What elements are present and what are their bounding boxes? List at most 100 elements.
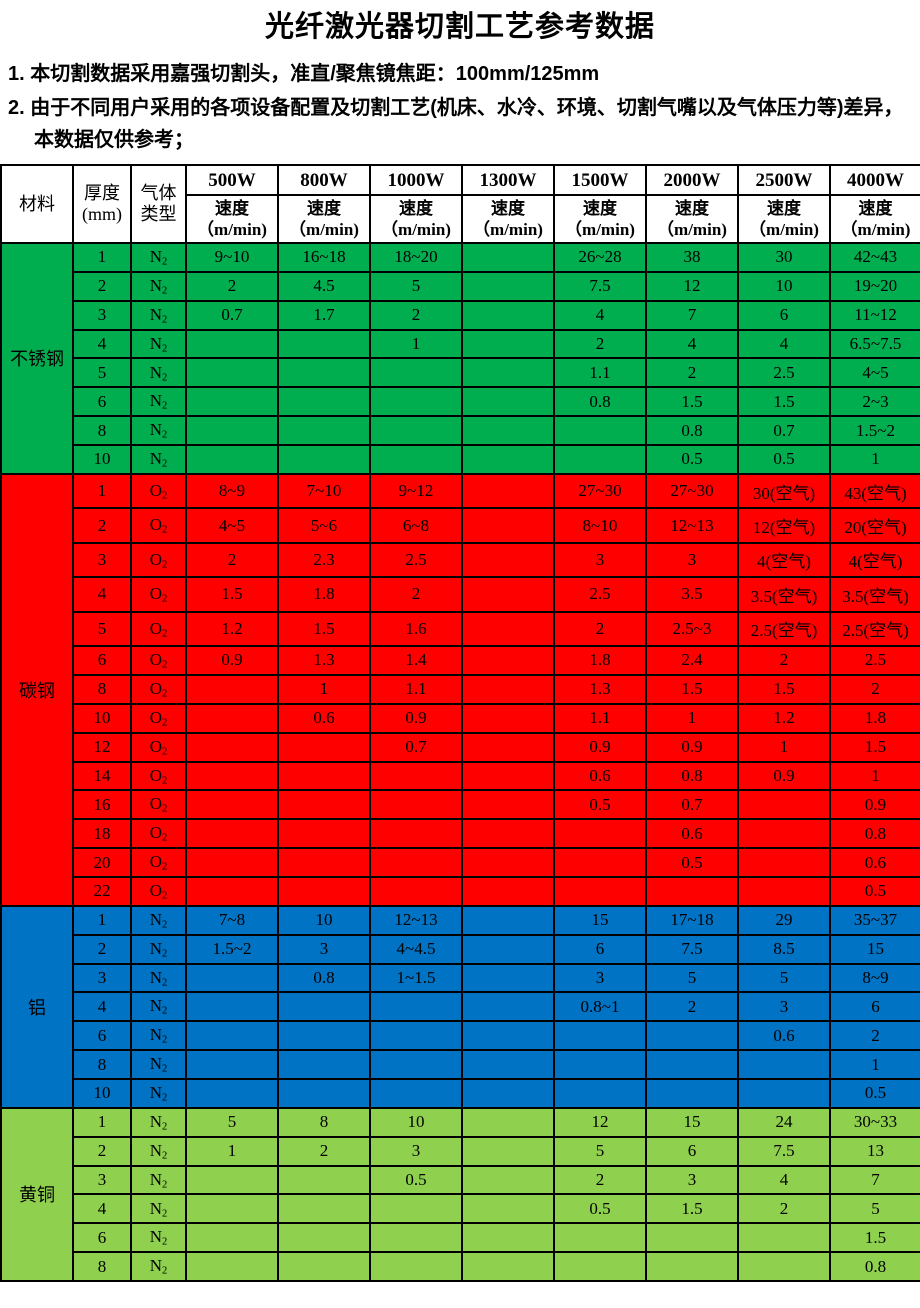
speed-cell xyxy=(185,875,279,907)
speed-cell xyxy=(461,299,555,331)
speed-cell xyxy=(461,1164,555,1196)
speed-cell: 12 xyxy=(553,1106,647,1138)
speed-cell xyxy=(185,1049,279,1080)
header-speed-7: 速度 （m/min) xyxy=(829,194,920,244)
speed-cell xyxy=(185,415,279,447)
thickness-cell: 3 xyxy=(72,299,132,331)
header-row-powers: 材料 厚度 (mm) 气体 类型 500W 800W 1000W 1300W 1500W 2000W… xyxy=(0,164,920,244)
gas-cell: N2 xyxy=(130,328,187,360)
speed-cell: 15 xyxy=(553,904,647,936)
speed-cell xyxy=(185,1020,279,1052)
table-row: 2 N2 1.5~2 3 4~4.5 6 7.5 8.5 15 xyxy=(1,933,920,965)
speed-cell xyxy=(277,1222,371,1254)
speed-cell: 2 xyxy=(737,645,831,676)
speed-cell: 1 xyxy=(185,1135,279,1167)
speed-cell: 2.5 xyxy=(369,541,463,579)
speed-cell xyxy=(369,386,463,418)
header-power-1000w: 1000W xyxy=(369,164,463,196)
speed-cell xyxy=(369,875,463,907)
speed-cell: 1 xyxy=(829,444,920,475)
speed-cell: 1.3 xyxy=(277,645,371,676)
speed-cell: 7 xyxy=(645,299,739,331)
header-power-2500w: 2500W xyxy=(737,164,831,196)
header-speed-1: 速度 （m/min) xyxy=(277,194,371,244)
speed-cell: 5 xyxy=(369,270,463,302)
speed-cell: 1.5 xyxy=(737,386,831,418)
speed-cell xyxy=(461,328,555,360)
gas-cell: N2 xyxy=(130,1049,187,1080)
table-row: 16 O2 0.5 0.7 0.9 xyxy=(1,789,920,821)
speed-cell xyxy=(277,328,371,360)
speed-cell: 19~20 xyxy=(829,270,920,302)
speed-cell xyxy=(737,1222,831,1254)
speed-cell xyxy=(277,818,371,850)
speed-cell: 30(空气) xyxy=(737,472,831,510)
table-row: 5 O2 1.2 1.5 1.6 2 2.5~3 2.5(空气) 2.5(空气) xyxy=(1,610,920,648)
thickness-cell: 16 xyxy=(72,789,132,821)
speed-cell: 0.5 xyxy=(737,444,831,475)
speed-cell: 0.5 xyxy=(553,789,647,821)
speed-cell: 0.5 xyxy=(829,875,920,907)
speed-cell: 3 xyxy=(645,1164,739,1196)
thickness-cell: 6 xyxy=(72,1222,132,1254)
header-power-500w: 500W xyxy=(185,164,279,196)
speed-cell: 4.5 xyxy=(277,270,371,302)
thickness-cell: 3 xyxy=(72,1164,132,1196)
gas-cell: N2 xyxy=(130,962,187,994)
header-speed-2: 速度 （m/min) xyxy=(369,194,463,244)
speed-cell xyxy=(185,1077,279,1109)
thickness-cell: 10 xyxy=(72,702,132,734)
table-row: 6 O2 0.9 1.3 1.4 1.8 2.4 2 2.5 xyxy=(1,645,920,676)
gas-cell: O2 xyxy=(130,576,187,613)
thickness-cell: 12 xyxy=(72,731,132,763)
speed-cell xyxy=(277,731,371,763)
thickness-cell: 14 xyxy=(72,760,132,792)
speed-cell: 0.7 xyxy=(369,731,463,763)
speed-cell: 8~10 xyxy=(553,507,647,544)
speed-cell xyxy=(277,1049,371,1080)
header-speed-3: 速度 （m/min) xyxy=(461,194,555,244)
speed-cell xyxy=(277,386,371,418)
header-power-1300w: 1300W xyxy=(461,164,555,196)
speed-cell: 3 xyxy=(645,541,739,579)
table-row: 4 O2 1.5 1.8 2 2.5 3.5 3.5(空气) 3.5(空气) xyxy=(1,576,920,613)
speed-cell: 6 xyxy=(645,1135,739,1167)
speed-cell xyxy=(185,1193,279,1225)
table-row: 20 O2 0.5 0.6 xyxy=(1,847,920,878)
gas-cell: N2 xyxy=(130,1222,187,1254)
gas-cell: N2 xyxy=(130,1077,187,1109)
thickness-cell: 2 xyxy=(72,1135,132,1167)
speed-cell: 1.5~2 xyxy=(185,933,279,965)
speed-cell xyxy=(461,1135,555,1167)
gas-cell: N2 xyxy=(130,299,187,331)
thickness-cell: 1 xyxy=(72,472,132,510)
speed-cell: 2 xyxy=(185,541,279,579)
thickness-cell: 10 xyxy=(72,1077,132,1109)
speed-cell: 0.5 xyxy=(369,1164,463,1196)
gas-cell: O2 xyxy=(130,645,187,676)
speed-cell xyxy=(737,789,831,821)
table-row: 10 N2 0.5 0.5 1 xyxy=(1,444,920,475)
speed-cell xyxy=(369,847,463,878)
thickness-cell: 6 xyxy=(72,645,132,676)
speed-cell: 10 xyxy=(369,1106,463,1138)
gas-cell: O2 xyxy=(130,507,187,544)
speed-cell xyxy=(553,444,647,475)
speed-cell: 2 xyxy=(645,991,739,1023)
speed-cell: 16~18 xyxy=(277,242,371,273)
thickness-cell: 20 xyxy=(72,847,132,878)
table-row: 4 N2 0.5 1.5 2 5 xyxy=(1,1193,920,1225)
speed-cell: 27~30 xyxy=(645,472,739,510)
gas-cell: N2 xyxy=(130,242,187,273)
speed-cell xyxy=(369,415,463,447)
speed-cell: 8.5 xyxy=(737,933,831,965)
speed-cell xyxy=(277,1164,371,1196)
speed-cell: 0.7 xyxy=(185,299,279,331)
table-row: 10 O2 0.6 0.9 1.1 1 1.2 1.8 xyxy=(1,702,920,734)
speed-cell: 7.5 xyxy=(553,270,647,302)
speed-cell: 0.7 xyxy=(645,789,739,821)
speed-cell xyxy=(277,444,371,475)
gas-cell: O2 xyxy=(130,702,187,734)
speed-cell: 1.5 xyxy=(645,386,739,418)
speed-cell: 30~33 xyxy=(829,1106,920,1138)
